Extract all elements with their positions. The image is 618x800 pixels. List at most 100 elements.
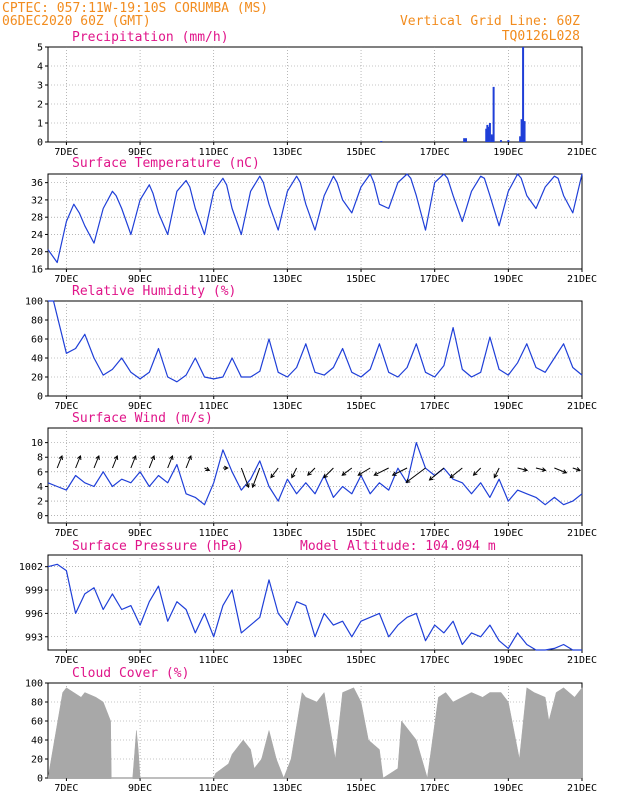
wind-arrow-shaft: [449, 467, 463, 478]
wind-arrow-shaft: [535, 467, 546, 471]
precipitation-bar: [492, 86, 495, 142]
wind-arrow-head: [472, 471, 478, 476]
precipitation-ytick-label: 4: [37, 62, 43, 73]
wind-arrow: [56, 455, 63, 469]
wind-arrow: [535, 467, 547, 472]
wind-arrow-shaft: [56, 455, 63, 469]
humidity-ytick-label: 60: [31, 335, 43, 346]
wind-arrow-shaft: [323, 467, 334, 478]
pressure-xtick-label: 9DEC: [128, 655, 152, 666]
humidity-ytick-label: 80: [31, 316, 43, 327]
wind-arrow-head: [391, 471, 397, 476]
precipitation-xtick-label: 9DEC: [128, 147, 152, 158]
wind-arrow-shaft: [517, 467, 528, 471]
pressure-xtick-label: 13DEC: [272, 655, 302, 666]
temperature-panel: Surface Temperature (nC) 16 20 24 28 32 36 7DE…: [31, 156, 597, 285]
pressure-panel: Surface Pressure (hPa) Model Altitude: 1…: [19, 539, 597, 666]
wind-arrow: [428, 467, 445, 481]
pressure-xtick-label: 17DEC: [420, 655, 450, 666]
humidity-ytick-label: 20: [31, 373, 43, 384]
vertical-grid-note: Vertical Grid Line: 60Z: [400, 14, 580, 29]
wind-arrow: [222, 465, 229, 471]
wind-arrow-shaft: [111, 455, 118, 469]
wind-xtick-label: 17DEC: [420, 528, 450, 539]
wind-arrow: [93, 455, 100, 469]
wind-arrow: [251, 467, 261, 489]
wind-arrow-head: [523, 467, 529, 472]
wind-arrow-shaft: [392, 467, 408, 476]
wind-arrow-shaft: [473, 467, 482, 476]
wind-xtick-label: 21DEC: [567, 528, 597, 539]
wind-arrow-shaft: [252, 467, 261, 488]
wind-arrow-head: [187, 455, 192, 461]
humidity-xtick-label: 11DEC: [199, 401, 229, 412]
precipitation-bar: [463, 138, 466, 142]
wind-arrow-head: [341, 471, 347, 476]
precipitation-ytick-label: 2: [37, 100, 43, 111]
cloud-cover-xtick-label: 19DEC: [493, 783, 523, 794]
wind-arrow-shaft: [493, 467, 500, 478]
pressure-xtick-label: 21DEC: [567, 655, 597, 666]
precipitation-bar: [499, 140, 502, 142]
wind-arrow: [391, 467, 408, 476]
wind-xtick-label: 13DEC: [272, 528, 302, 539]
precipitation-bar: [380, 141, 383, 142]
temperature-ytick-label: 32: [31, 195, 43, 206]
wind-arrow-head: [405, 478, 411, 484]
temperature-xtick-label: 21DEC: [567, 274, 597, 285]
precipitation-bar: [485, 128, 488, 142]
cloud-cover-ytick-label: 100: [25, 679, 43, 690]
pressure-ytick-label: 993: [25, 632, 43, 643]
wind-arrow-shaft: [572, 467, 581, 471]
wind-arrow-shaft: [554, 467, 567, 474]
wind-arrow-head: [223, 465, 229, 471]
wind-arrow-head: [150, 455, 156, 461]
humidity-xtick-label: 13DEC: [272, 401, 302, 412]
temperature-xtick-label: 7DEC: [54, 274, 78, 285]
wind-xtick-label: 9DEC: [128, 528, 152, 539]
wind-arrow-head: [562, 469, 568, 474]
cloud-cover-ytick-label: 20: [31, 755, 43, 766]
wind-arrow-head: [132, 455, 137, 461]
precipitation-xtick-label: 15DEC: [346, 147, 376, 158]
wind-arrow-shaft: [307, 467, 316, 476]
wind-arrow: [572, 467, 581, 472]
temperature-xtick-label: 19DEC: [493, 274, 523, 285]
wind-panel: Surface Wind (m/s) 0 2 4 6 8 10 7DEC 9DEC 11DEC 1…: [31, 411, 597, 539]
temperature-xtick-label: 11DEC: [199, 274, 229, 285]
wind-arrow-head: [205, 466, 211, 472]
precipitation-bar: [464, 138, 467, 142]
cloud-cover-xtick-label: 9DEC: [128, 783, 152, 794]
temperature-line: [47, 173, 583, 264]
precipitation-panel: Precipitation (mm/h) 0 1 2 3 4 5 7DEC 9DEC 11DEC…: [37, 30, 597, 158]
wind-arrow: [472, 467, 482, 476]
pressure-ytick-label: 999: [25, 586, 43, 597]
humidity-panel: Relative Humidity (%) 0 20 40 60 80 100 7DEC 9D…: [25, 284, 597, 412]
wind-xtick-label: 11DEC: [199, 528, 229, 539]
wind-arrow-shaft: [374, 467, 389, 476]
wind-arrow-shaft: [93, 455, 100, 469]
wind-arrow-head: [77, 455, 82, 461]
wind-arrow: [185, 455, 192, 469]
wind-arrow: [270, 467, 279, 479]
precipitation-xtick-label: 7DEC: [54, 147, 78, 158]
precipitation-bar: [490, 134, 493, 142]
wind-arrow: [75, 455, 82, 469]
precipitation-bar: [519, 136, 522, 142]
precipitation-ytick-label: 5: [37, 43, 43, 54]
wind-title: Surface Wind (m/s): [72, 411, 213, 426]
humidity-xtick-label: 9DEC: [128, 401, 152, 412]
precipitation-xtick-label: 19DEC: [493, 147, 523, 158]
cloud-cover-area: [47, 687, 583, 779]
cloud-cover-xtick-label: 11DEC: [199, 783, 229, 794]
wind-arrow-head: [575, 467, 581, 472]
precipitation-bar: [486, 124, 489, 142]
humidity-frame: [47, 300, 583, 397]
wind-arrow: [493, 467, 500, 479]
wind-arrow: [111, 455, 119, 469]
pressure-xtick-label: 15DEC: [346, 655, 376, 666]
temperature-frame: [47, 173, 583, 270]
precipitation-bar: [522, 47, 525, 142]
temperature-ytick-label: 20: [31, 247, 43, 258]
wind-arrow: [148, 455, 156, 469]
